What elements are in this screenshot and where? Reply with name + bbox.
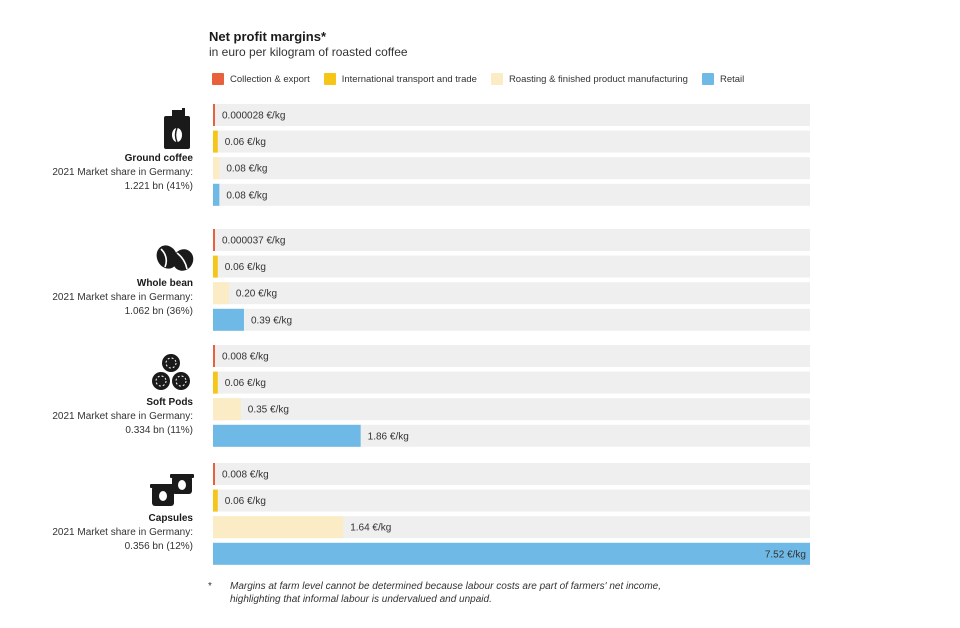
legend-swatch bbox=[323, 73, 336, 85]
bar bbox=[213, 489, 218, 512]
data-label: 0.008 €/kg bbox=[222, 352, 269, 363]
group-label-ground-coffee: Ground coffee 2021 Market share in Germa… bbox=[52, 152, 193, 194]
data-label: 0.39 €/kg bbox=[251, 315, 292, 326]
data-label: 0.000028 €/kg bbox=[222, 111, 285, 122]
group-name: Ground coffee bbox=[124, 153, 193, 164]
legend-item-collection: Collection & export bbox=[212, 73, 310, 85]
bar bbox=[213, 130, 218, 153]
bar bbox=[213, 104, 215, 126]
bar-track bbox=[213, 255, 810, 278]
bar bbox=[213, 424, 361, 447]
group-label-whole-bean: Whole bean 2021 Market share in Germany:… bbox=[52, 277, 193, 319]
market-share-value: 0.334 bn (11%) bbox=[125, 425, 193, 436]
market-share-label: 2021 Market share in Germany: bbox=[52, 292, 193, 303]
bar bbox=[213, 345, 215, 367]
bar-track bbox=[213, 463, 810, 485]
market-share-value: 1.062 bn (36%) bbox=[124, 306, 193, 317]
coffee-bag-icon bbox=[164, 108, 190, 149]
bar-track bbox=[213, 489, 810, 512]
chart-subtitle: in euro per kilogram of roasted coffee bbox=[209, 45, 408, 59]
legend-label: Collection & export bbox=[230, 73, 310, 85]
legend-item-transport: International transport and trade bbox=[323, 73, 477, 85]
coffee-beans-icon bbox=[156, 245, 194, 271]
legend-swatch bbox=[212, 73, 224, 85]
data-label: 7.52 €/kg bbox=[765, 549, 806, 560]
legend-label: Retail bbox=[719, 73, 745, 85]
bar bbox=[213, 371, 218, 394]
data-label: 0.06 €/kg bbox=[225, 378, 266, 389]
legend-swatch bbox=[490, 73, 503, 85]
soft-pods-icon bbox=[152, 354, 190, 390]
legend: Collection & export International transp… bbox=[212, 73, 758, 85]
data-label: 0.000037 €/kg bbox=[222, 236, 285, 247]
group-name: Whole bean bbox=[136, 278, 193, 289]
market-share-value: 0.356 bn (12%) bbox=[124, 541, 193, 552]
bar-track bbox=[213, 308, 810, 331]
bar bbox=[213, 282, 229, 305]
bar bbox=[213, 516, 344, 539]
group-name: Soft Pods bbox=[146, 397, 193, 408]
footnote: * Margins at farm level cannot be determ… bbox=[208, 580, 661, 606]
group-label-soft-pods: Soft Pods 2021 Market share in Germany: … bbox=[52, 396, 193, 438]
data-label: 1.86 €/kg bbox=[368, 431, 409, 442]
data-label: 0.20 €/kg bbox=[236, 289, 277, 300]
bar-track bbox=[213, 424, 810, 447]
bar bbox=[213, 463, 215, 485]
capsules-icon bbox=[150, 474, 194, 506]
legend-item-retail: Retail bbox=[701, 73, 745, 85]
legend-item-roasting: Roasting & finished product manufacturin… bbox=[490, 73, 688, 85]
legend-label: Roasting & finished product manufacturin… bbox=[508, 73, 688, 85]
bar bbox=[213, 398, 241, 421]
bar bbox=[213, 542, 810, 565]
group-name: Capsules bbox=[148, 513, 193, 524]
bar-track bbox=[213, 345, 810, 367]
bar-track bbox=[213, 130, 810, 153]
footnote-marker: * bbox=[208, 581, 212, 592]
bar-track bbox=[213, 282, 810, 305]
data-label: 0.08 €/kg bbox=[226, 164, 267, 175]
bar-track bbox=[213, 157, 810, 180]
data-label: 0.08 €/kg bbox=[226, 190, 267, 201]
group-label-capsules: Capsules 2021 Market share in Germany: 0… bbox=[52, 512, 193, 554]
market-share-label: 2021 Market share in Germany: bbox=[52, 167, 193, 178]
bar bbox=[213, 229, 215, 251]
footnote-line: Margins at farm level cannot be determin… bbox=[230, 581, 662, 592]
data-label: 0.06 €/kg bbox=[225, 496, 266, 507]
market-share-value: 1.221 bn (41%) bbox=[124, 181, 193, 192]
bar bbox=[213, 308, 244, 331]
bar-track bbox=[213, 371, 810, 394]
data-label: 0.06 €/kg bbox=[225, 262, 266, 273]
bar-track bbox=[213, 516, 810, 539]
market-share-label: 2021 Market share in Germany: bbox=[52, 411, 193, 422]
data-label: 0.06 €/kg bbox=[225, 137, 266, 148]
bar-track bbox=[213, 398, 810, 421]
footnote-line: highlighting that informal labour is und… bbox=[230, 594, 492, 605]
bar-track bbox=[213, 104, 810, 126]
bar bbox=[213, 183, 220, 206]
bar bbox=[213, 255, 218, 278]
bar-track bbox=[213, 183, 810, 206]
bar-track bbox=[213, 229, 810, 251]
data-label: 0.35 €/kg bbox=[248, 405, 289, 416]
data-label: 1.64 €/kg bbox=[350, 523, 391, 534]
data-label: 0.008 €/kg bbox=[222, 470, 269, 481]
chart-title: Net profit margins* bbox=[209, 29, 327, 44]
market-share-label: 2021 Market share in Germany: bbox=[52, 527, 193, 538]
bar bbox=[213, 157, 220, 180]
legend-label: International transport and trade bbox=[341, 73, 477, 85]
legend-swatch bbox=[701, 73, 714, 85]
